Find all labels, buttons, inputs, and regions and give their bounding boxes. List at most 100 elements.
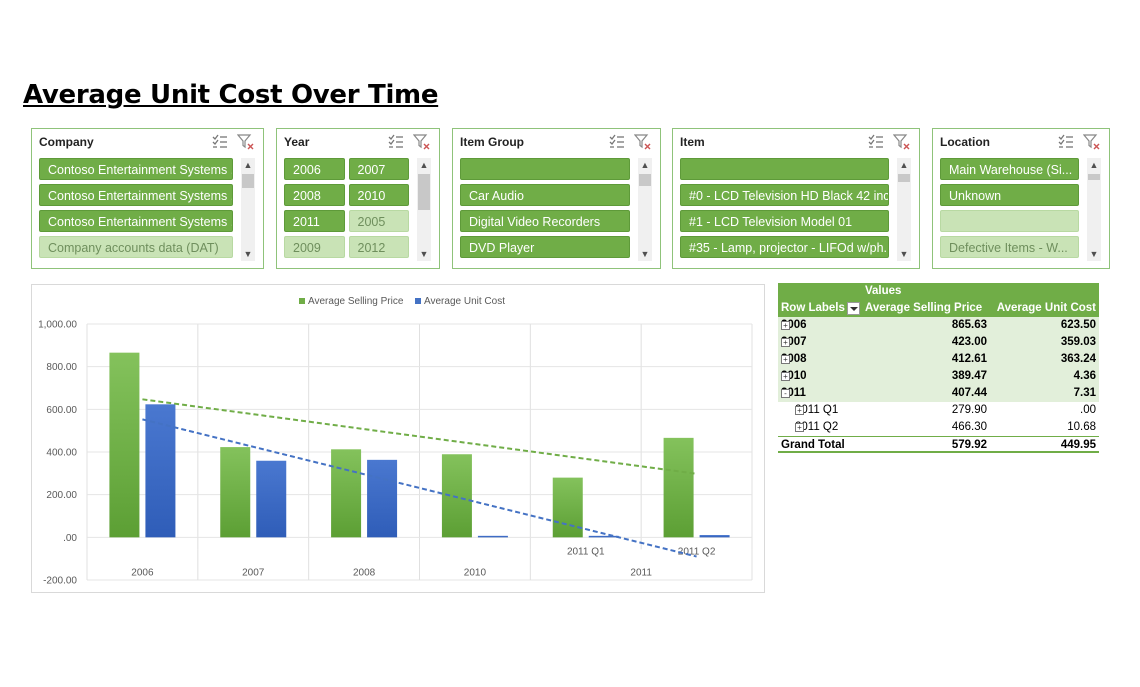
- bar-selling-price[interactable]: [220, 447, 251, 538]
- scroll-down-icon[interactable]: ▼: [419, 249, 429, 259]
- average-unit-cost-chart[interactable]: -200.00 .00 200.00 400.00 600.00 800.00 1,000.…: [31, 284, 765, 593]
- clear-filter-icon[interactable]: [236, 133, 255, 151]
- expand-icon[interactable]: +: [781, 355, 790, 364]
- slicer-item[interactable]: #0 - LCD Television HD Black 42 inc...: [680, 184, 889, 206]
- slicer-item[interactable]: 2009: [284, 236, 345, 258]
- slicer-item[interactable]: Contoso Entertainment Systems ...: [39, 184, 233, 206]
- slicer-item[interactable]: 2012: [348, 236, 409, 258]
- slicer-items: #0 - LCD Television HD Black 42 inc... #1…: [680, 158, 889, 261]
- pivot-row: +2006 865.63 623.50: [778, 317, 1099, 334]
- legend-label[interactable]: Average Selling Price: [308, 296, 404, 307]
- legend-label[interactable]: Average Unit Cost: [424, 296, 505, 307]
- slicer-items: Car Audio Digital Video Recorders DVD Play…: [460, 158, 630, 261]
- slicer-item[interactable]: Company accounts data (DAT): [39, 236, 233, 258]
- slicer-scrollbar[interactable]: ▲ ▼: [638, 158, 652, 261]
- slicer-item[interactable]: [680, 158, 889, 180]
- multi-select-icon[interactable]: [608, 133, 626, 151]
- slicer-item[interactable]: #1 - LCD Television Model 01: [680, 210, 889, 232]
- slicer-scrollbar[interactable]: ▲ ▼: [897, 158, 911, 261]
- slicer-item[interactable]: [940, 210, 1079, 232]
- pivot-row: +2007 423.00 359.03: [778, 334, 1099, 351]
- expand-icon[interactable]: +: [795, 423, 804, 432]
- pivot-col-selling-price-header: Average Selling Price: [865, 302, 983, 314]
- expand-icon[interactable]: +: [781, 338, 790, 347]
- clear-filter-icon[interactable]: [633, 133, 652, 151]
- collapse-icon[interactable]: -: [781, 389, 790, 398]
- slicer-item[interactable]: 2011: [284, 210, 345, 232]
- expand-icon[interactable]: +: [781, 321, 790, 330]
- scroll-thumb[interactable]: [898, 174, 910, 182]
- slicer-item[interactable]: Contoso Entertainment Systems ...: [39, 210, 233, 232]
- bar-selling-price[interactable]: [109, 352, 140, 538]
- slicer-scrollbar[interactable]: ▲ ▼: [241, 158, 255, 261]
- y-tick-label: -200.00: [43, 576, 77, 587]
- expand-icon[interactable]: +: [781, 372, 790, 381]
- scroll-up-icon[interactable]: ▲: [419, 160, 429, 170]
- row-labels-filter-button[interactable]: [847, 302, 860, 315]
- scroll-down-icon[interactable]: ▼: [1089, 249, 1099, 259]
- scroll-up-icon[interactable]: ▲: [899, 160, 909, 170]
- scroll-up-icon[interactable]: ▲: [243, 160, 253, 170]
- slicer-item[interactable]: 2008: [284, 184, 345, 206]
- trendline-selling-price[interactable]: [142, 398, 697, 475]
- pivot-row-labels-header: Row Labels: [781, 302, 845, 314]
- scroll-up-icon[interactable]: ▲: [1089, 160, 1099, 170]
- slicer-item[interactable]: 2006: [284, 158, 345, 180]
- clear-filter-icon[interactable]: [1082, 133, 1101, 151]
- slicer-item[interactable]: Main Warehouse (Si...: [940, 158, 1079, 180]
- slicer-items: Contoso Entertainment Systems ... Contoso…: [39, 158, 233, 261]
- bar-selling-price[interactable]: [552, 477, 583, 538]
- bar-selling-price[interactable]: [663, 437, 694, 538]
- multi-select-icon[interactable]: [867, 133, 885, 151]
- slicer-item[interactable]: 2010: [348, 184, 409, 206]
- slicer-title: Year: [284, 135, 310, 149]
- slicer-item[interactable]: Contoso Entertainment Systems ...: [39, 158, 233, 180]
- slicer-item[interactable]: DVD Player: [460, 236, 630, 258]
- slicer-location: Location Main Warehouse (Si... Unknown Defe…: [932, 128, 1110, 269]
- multi-select-icon[interactable]: [1057, 133, 1075, 151]
- pivot-cell-selling-price: 423.00: [951, 336, 987, 348]
- y-tick-label: 600.00: [46, 405, 77, 416]
- pivot-cell-unit-cost: 4.36: [1073, 370, 1096, 382]
- scroll-down-icon[interactable]: ▼: [899, 249, 909, 259]
- bar-unit-cost[interactable]: [699, 535, 730, 538]
- slicer-item[interactable]: 2007: [348, 158, 409, 180]
- scroll-thumb[interactable]: [418, 174, 430, 210]
- slicer-year: Year 2006 2007 2008 2010 2011 2005 2009 2012 ▲ ▼: [276, 128, 440, 269]
- slicer-scrollbar[interactable]: ▲ ▼: [1087, 158, 1101, 261]
- bar-unit-cost[interactable]: [588, 535, 619, 538]
- scroll-thumb[interactable]: [1088, 174, 1100, 180]
- slicer-item[interactable]: #35 - Lamp, projector - LIFOd w/ph...: [680, 236, 889, 258]
- scroll-down-icon[interactable]: ▼: [640, 249, 650, 259]
- chart-canvas: -200.00 .00 200.00 400.00 600.00 800.00 1,000.…: [38, 296, 753, 587]
- grand-total-unit-cost: 449.95: [1060, 439, 1096, 451]
- pivot-table[interactable]: Values Row Labels Average Selling Price …: [778, 283, 1099, 453]
- clear-filter-icon[interactable]: [892, 133, 911, 151]
- slicer-header: Item Group: [453, 129, 660, 155]
- multi-select-icon[interactable]: [387, 133, 405, 151]
- slicer-item[interactable]: 2005: [348, 210, 409, 232]
- multi-select-icon[interactable]: [211, 133, 229, 151]
- pivot-row: -2011 407.44 7.31: [778, 385, 1099, 402]
- scroll-thumb[interactable]: [242, 174, 254, 188]
- slicer-item[interactable]: Unknown: [940, 184, 1079, 206]
- clear-filter-icon[interactable]: [412, 133, 431, 151]
- expand-icon[interactable]: +: [795, 406, 804, 415]
- slicer-item[interactable]: Car Audio: [460, 184, 630, 206]
- scroll-thumb[interactable]: [639, 174, 651, 186]
- bar-unit-cost[interactable]: [367, 459, 398, 538]
- slicer-scrollbar[interactable]: ▲ ▼: [417, 158, 431, 261]
- scroll-down-icon[interactable]: ▼: [243, 249, 253, 259]
- pivot-row: +2011 Q2 466.30 10.68: [778, 419, 1099, 436]
- legend-swatch: [299, 298, 305, 304]
- slicer-item[interactable]: Digital Video Recorders: [460, 210, 630, 232]
- bar-unit-cost[interactable]: [256, 460, 287, 538]
- slicer-item[interactable]: Defective Items - W...: [940, 236, 1079, 258]
- bar-unit-cost[interactable]: [477, 535, 508, 538]
- pivot-cell-selling-price: 412.61: [951, 353, 987, 365]
- bar-selling-price[interactable]: [331, 449, 362, 538]
- bar-selling-price[interactable]: [441, 454, 472, 538]
- slicer-item[interactable]: [460, 158, 630, 180]
- trendline-unit-cost[interactable]: [142, 418, 697, 558]
- scroll-up-icon[interactable]: ▲: [640, 160, 650, 170]
